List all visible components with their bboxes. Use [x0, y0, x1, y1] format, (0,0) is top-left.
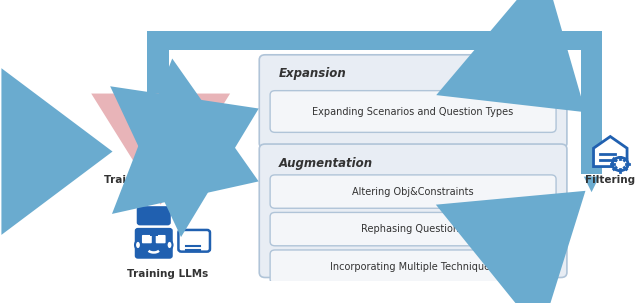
FancyBboxPatch shape [136, 229, 172, 258]
Ellipse shape [136, 155, 181, 166]
Polygon shape [593, 137, 627, 167]
FancyBboxPatch shape [270, 250, 556, 283]
Ellipse shape [136, 144, 181, 155]
FancyBboxPatch shape [138, 208, 170, 224]
Text: Filtering: Filtering [585, 175, 636, 185]
Text: Seed Data: Seed Data [8, 175, 68, 185]
Ellipse shape [166, 241, 173, 249]
FancyBboxPatch shape [142, 235, 152, 243]
FancyBboxPatch shape [259, 144, 567, 278]
FancyBboxPatch shape [270, 91, 556, 132]
Bar [136, 132, 181, 161]
Bar [580, 32, 602, 174]
Bar [150, 229, 157, 236]
Text: Augmentation: Augmentation [279, 157, 373, 170]
Ellipse shape [136, 132, 181, 143]
FancyBboxPatch shape [270, 175, 556, 208]
FancyBboxPatch shape [179, 230, 210, 251]
Text: Training Data Pool: Training Data Pool [104, 175, 213, 185]
FancyBboxPatch shape [259, 55, 567, 148]
Text: Training LLMs: Training LLMs [127, 269, 208, 279]
Text: Expanding Scenarios and Question Types: Expanding Scenarios and Question Types [312, 107, 514, 117]
Ellipse shape [136, 128, 181, 139]
Text: Altering Obj&Constraints: Altering Obj&Constraints [352, 187, 474, 197]
Bar [147, 32, 168, 112]
FancyBboxPatch shape [16, 130, 61, 173]
Text: Incorporating Multiple Techniques: Incorporating Multiple Techniques [330, 262, 496, 272]
Bar [147, 32, 602, 50]
FancyBboxPatch shape [270, 212, 556, 246]
FancyBboxPatch shape [156, 235, 166, 243]
Text: Rephasing Questions: Rephasing Questions [362, 224, 465, 234]
Text: {}: {} [27, 142, 50, 161]
Ellipse shape [135, 241, 141, 249]
Text: Expansion: Expansion [279, 68, 347, 81]
Ellipse shape [612, 157, 628, 171]
